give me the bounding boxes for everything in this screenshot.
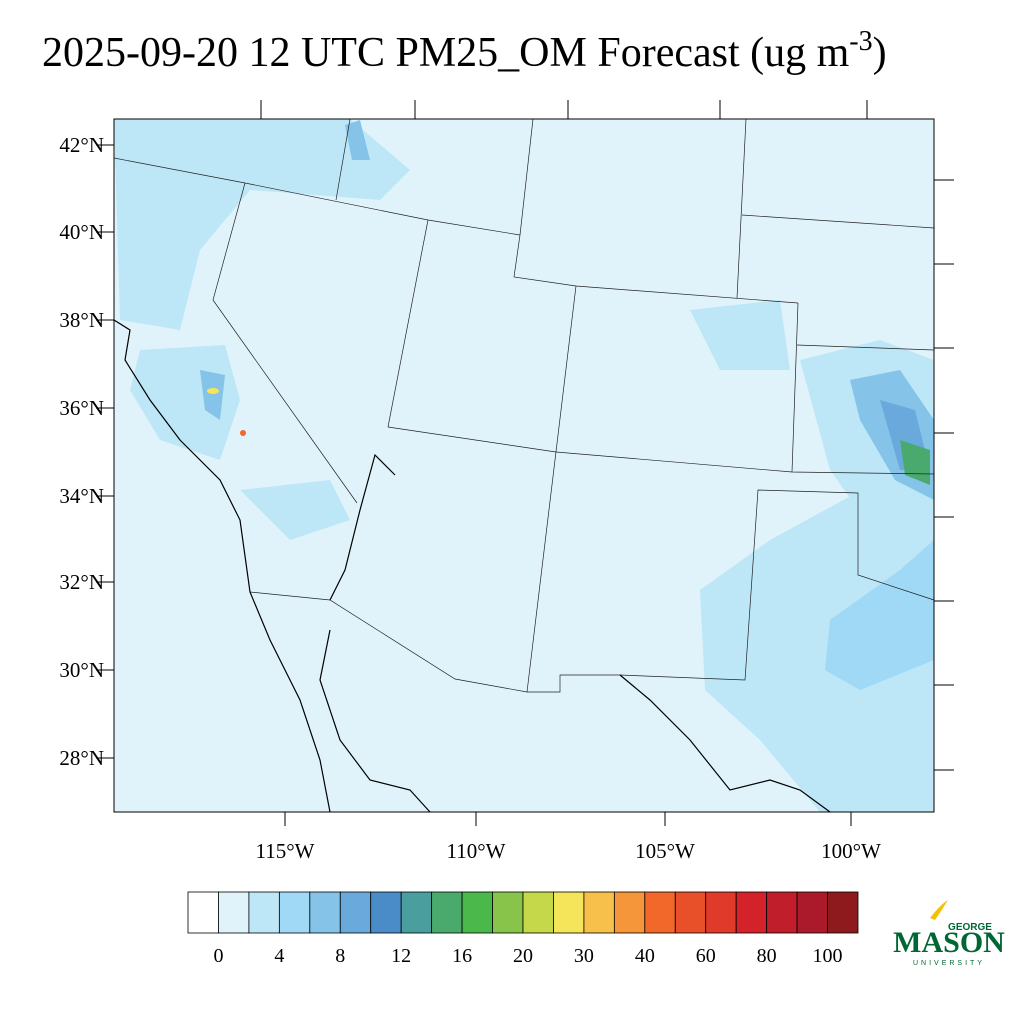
logo: GEORGE MASON UNIVERSITY xyxy=(893,900,1005,967)
map-frame xyxy=(113,118,935,813)
colorbar-box xyxy=(278,891,311,934)
colorbar-label: 16 xyxy=(452,945,472,967)
field xyxy=(345,120,370,160)
colorbar-box xyxy=(766,891,798,934)
colorbar-box xyxy=(187,891,219,934)
colorbar-box xyxy=(492,891,524,934)
colorbar-box xyxy=(461,891,493,934)
colorbar-box xyxy=(248,891,280,934)
field xyxy=(240,430,246,436)
title-end: ) xyxy=(873,30,887,76)
field xyxy=(700,460,934,812)
title-superscript: -3 xyxy=(849,26,872,57)
colorbar-label: 60 xyxy=(696,945,716,967)
field xyxy=(240,480,350,540)
logo-top: GEORGE xyxy=(948,922,992,933)
colorbar-box xyxy=(339,891,372,934)
colorbar-box xyxy=(705,891,737,934)
colorbar-box xyxy=(613,891,646,934)
colorbar-label: 100 xyxy=(813,945,843,967)
lon-label: 105°W xyxy=(635,839,695,863)
field xyxy=(825,540,934,690)
colorbar-box xyxy=(827,891,859,934)
state-borders xyxy=(113,118,935,693)
colorbar-label: 40 xyxy=(635,945,655,967)
colorbar: 0 4 8 12 16 20 30 40 60 80 100 xyxy=(187,891,859,967)
logo-bottom: UNIVERSITY xyxy=(913,960,985,967)
colorbar-box xyxy=(735,891,768,934)
colorbar-box xyxy=(218,891,250,934)
concentration-fields xyxy=(114,119,934,812)
coastline xyxy=(113,319,831,813)
field xyxy=(207,388,219,394)
colorbar-label: 30 xyxy=(574,945,594,967)
colorbar-label: 12 xyxy=(391,945,411,967)
colorbar-label: 4 xyxy=(274,945,284,967)
lon-label: 110°W xyxy=(447,839,506,863)
colorbar-label: 80 xyxy=(757,945,777,967)
title-text: 2025-09-20 12 UTC PM25_OM Forecast (ug m xyxy=(42,30,850,76)
colorbar-label: 0 xyxy=(213,945,223,967)
map xyxy=(113,118,935,813)
field xyxy=(690,300,790,370)
lon-label: 100°W xyxy=(821,839,881,863)
colorbar-box xyxy=(796,891,828,934)
colorbar-box xyxy=(370,891,402,934)
title: 2025-09-20 12 UTC PM25_OM Forecast (ug m… xyxy=(42,26,887,76)
colorbar-box xyxy=(553,891,585,934)
logo-main: MASON xyxy=(893,926,1005,959)
logo-flame xyxy=(930,900,948,920)
field xyxy=(114,119,410,330)
colorbar-box xyxy=(309,891,341,934)
colorbar-label: 20 xyxy=(513,945,533,967)
colorbar-box xyxy=(644,891,676,934)
field xyxy=(200,370,225,420)
colorbar-box xyxy=(674,891,707,934)
colorbar-label: 8 xyxy=(335,945,345,967)
lon-label: 115°W xyxy=(256,839,315,863)
colorbar-box xyxy=(522,891,554,934)
colorbar-box xyxy=(431,891,463,934)
colorbar-box xyxy=(583,891,615,934)
colorbar-box xyxy=(400,891,433,934)
